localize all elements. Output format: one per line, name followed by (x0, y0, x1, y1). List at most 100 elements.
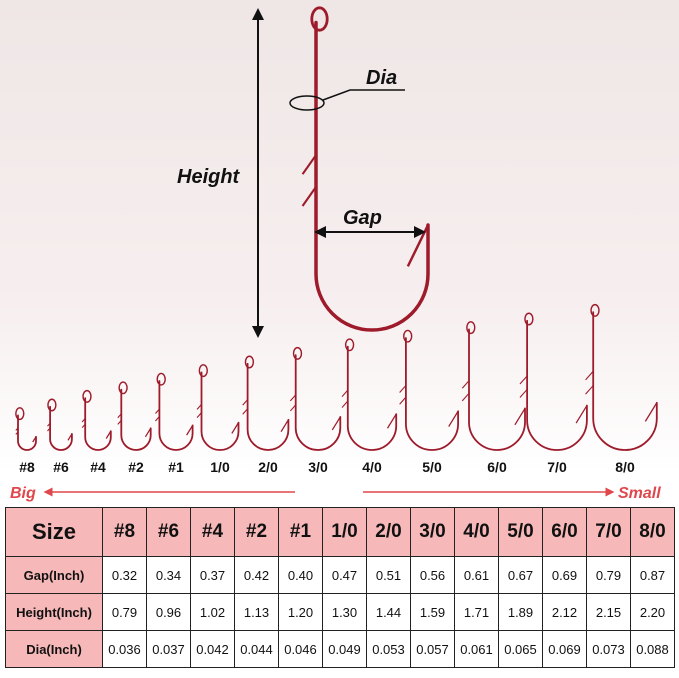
size-label: #1 (168, 459, 184, 475)
shank-barb (15, 427, 19, 435)
hook-eye (310, 6, 329, 32)
hook-body (346, 345, 398, 451)
table-cell: #8 (102, 507, 147, 557)
shank-barb (301, 154, 317, 207)
hook-barb (280, 419, 289, 433)
table-cell: 0.87 (630, 556, 675, 594)
hook-body (592, 311, 658, 451)
hook (301, 6, 430, 332)
hook (289, 346, 342, 451)
size-label: 8/0 (615, 459, 635, 475)
hook-body (294, 354, 342, 451)
hook-body (526, 319, 588, 451)
hook-barb (231, 422, 240, 434)
hook (585, 303, 658, 451)
table-cell: 0.69 (542, 556, 587, 594)
hook-body (120, 388, 152, 451)
table-row: Dia(Inch) 0.036 0.037 0.042 0.044 0.046 0.049 0… (5, 630, 675, 668)
dia-label: Dia (366, 67, 397, 89)
hook-eye (47, 398, 57, 412)
hook-eye (198, 364, 208, 378)
hook-body (17, 414, 37, 451)
hook-eye (344, 338, 355, 352)
size-label: #2 (128, 459, 144, 475)
table-cell: 6/0 (542, 507, 587, 557)
table-row: Height(Inch) 0.79 0.96 1.02 1.13 1.20 1.30 1.44… (5, 593, 675, 631)
shank-barb (289, 394, 297, 412)
size-label: 6/0 (487, 459, 507, 475)
table-cell: 0.40 (278, 556, 323, 594)
hook (519, 312, 588, 451)
size-label: 7/0 (547, 459, 567, 475)
hook-barb (32, 436, 37, 443)
table-cell: 2/0 (366, 507, 411, 557)
table-cell: 0.046 (278, 630, 323, 668)
size-label: 1/0 (210, 459, 230, 475)
hook-barb (386, 413, 397, 429)
hook-barb (105, 430, 112, 439)
table-cell: 0.47 (322, 556, 367, 594)
hook-body (200, 371, 240, 451)
table-cell: 7/0 (586, 507, 631, 557)
shank-barb (117, 413, 122, 425)
shank-barb (242, 399, 249, 415)
hook (81, 389, 112, 451)
table-cell: Size (5, 507, 103, 557)
table-cell: 0.79 (102, 593, 147, 631)
hook (15, 407, 37, 451)
hook-eye (403, 329, 413, 343)
hook-body (314, 20, 430, 332)
table-cell: Dia(Inch) (5, 630, 103, 668)
table-cell: 0.053 (366, 630, 411, 668)
table-cell: 0.073 (586, 630, 631, 668)
size-label: #8 (19, 459, 35, 475)
hook-body (158, 380, 194, 451)
table-cell: #4 (190, 507, 235, 557)
table-cell: #2 (234, 507, 279, 557)
table-cell: 1.13 (234, 593, 279, 631)
table-cell: 2.20 (630, 593, 675, 631)
shank-barb (399, 385, 407, 405)
size-label: 2/0 (258, 459, 278, 475)
hook-barb (331, 416, 341, 431)
hook-barb (514, 408, 526, 426)
table-cell: 4/0 (454, 507, 499, 557)
hook-body (84, 397, 112, 451)
table-cell: 0.32 (102, 556, 147, 594)
dia-leader (322, 89, 405, 101)
table-cell: 1.59 (410, 593, 455, 631)
hook-body (405, 337, 459, 451)
table-cell: #1 (278, 507, 323, 557)
table-cell: 0.042 (190, 630, 235, 668)
table-cell: 0.037 (146, 630, 191, 668)
table-cell: 0.049 (322, 630, 367, 668)
table-cell: 0.61 (454, 556, 499, 594)
table-cell: 1/0 (322, 507, 367, 557)
hook-barb (186, 425, 194, 436)
hook (196, 364, 240, 451)
hook-body (49, 405, 73, 451)
table-cell: 0.79 (586, 556, 631, 594)
hook-eye (466, 321, 476, 335)
hooks (15, 6, 658, 451)
table-cell: 1.02 (190, 593, 235, 631)
dia-ring (289, 95, 325, 111)
hook-eye (292, 346, 303, 360)
hook-body (246, 362, 290, 451)
hook-barb (448, 410, 459, 427)
table-cell: 8/0 (630, 507, 675, 557)
shank-barb (461, 380, 470, 402)
hook-barb (644, 402, 658, 422)
table-cell: 1.44 (366, 593, 411, 631)
shank-barb (519, 375, 528, 398)
hook-diagram: Height Dia Gap #8 #6 #4 #2 #1 1/0 2/0 3/0 4/0 5/0… (10, 6, 661, 502)
table-cell: 1.30 (322, 593, 367, 631)
table-cell: 0.069 (542, 630, 587, 668)
table-cell: 1.71 (454, 593, 499, 631)
hook (117, 381, 152, 451)
shank-barb (341, 389, 349, 408)
table-cell: 0.34 (146, 556, 191, 594)
hook (341, 338, 398, 451)
table-cell: 0.96 (146, 593, 191, 631)
